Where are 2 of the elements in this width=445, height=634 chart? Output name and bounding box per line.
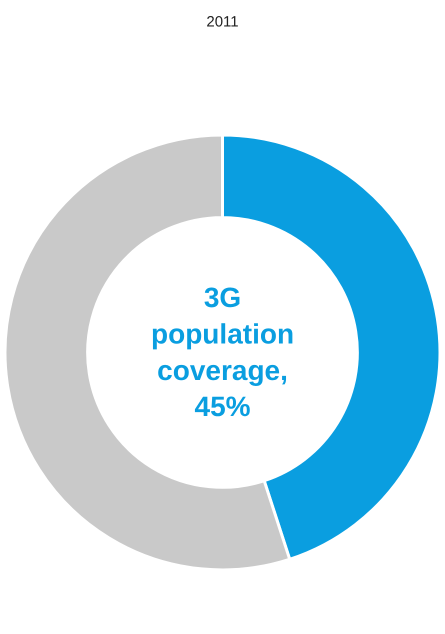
text: 3G population coverage, 45% (151, 282, 294, 422)
chart-title: 2011 (206, 13, 239, 30)
